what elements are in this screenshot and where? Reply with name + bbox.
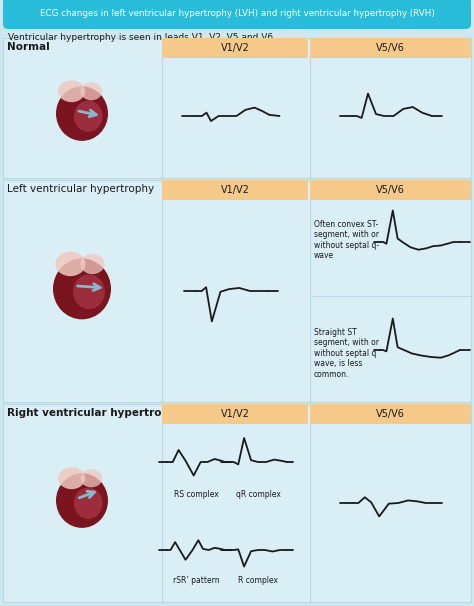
Ellipse shape bbox=[73, 275, 105, 309]
Text: RS complex: RS complex bbox=[173, 490, 219, 499]
FancyBboxPatch shape bbox=[162, 404, 308, 424]
Text: Ventricular hypertrophy is seen in leads V1, V2, V5 and V6.: Ventricular hypertrophy is seen in leads… bbox=[8, 33, 276, 42]
Ellipse shape bbox=[74, 101, 102, 132]
Ellipse shape bbox=[56, 473, 108, 528]
FancyBboxPatch shape bbox=[310, 404, 471, 424]
Ellipse shape bbox=[74, 488, 102, 519]
FancyBboxPatch shape bbox=[162, 38, 308, 58]
Ellipse shape bbox=[58, 81, 85, 102]
Text: V1/V2: V1/V2 bbox=[220, 409, 249, 419]
FancyBboxPatch shape bbox=[3, 404, 471, 602]
Text: V1/V2: V1/V2 bbox=[220, 43, 249, 53]
Text: Right ventricular hypertrophy: Right ventricular hypertrophy bbox=[7, 408, 183, 418]
Text: V1/V2: V1/V2 bbox=[220, 185, 249, 195]
Text: V5/V6: V5/V6 bbox=[376, 43, 405, 53]
Ellipse shape bbox=[81, 82, 102, 101]
Ellipse shape bbox=[81, 469, 102, 487]
Text: qR complex: qR complex bbox=[236, 490, 281, 499]
Text: Often convex ST-
segment, with or
without septal q-
wave: Often convex ST- segment, with or withou… bbox=[314, 220, 379, 260]
Text: Normal: Normal bbox=[7, 42, 50, 52]
Ellipse shape bbox=[53, 258, 111, 319]
FancyBboxPatch shape bbox=[3, 38, 471, 178]
FancyBboxPatch shape bbox=[3, 180, 471, 402]
Text: Straight ST
segment, with or
without septal q
wave, is less
common.: Straight ST segment, with or without sep… bbox=[314, 328, 379, 379]
Text: R complex: R complex bbox=[238, 576, 278, 585]
Text: Left ventricular hypertrophy: Left ventricular hypertrophy bbox=[7, 184, 154, 194]
FancyBboxPatch shape bbox=[310, 180, 471, 200]
Text: ECG changes in left ventricular hypertrophy (LVH) and right ventricular hypertro: ECG changes in left ventricular hypertro… bbox=[39, 8, 435, 18]
Text: rSR’ pattern: rSR’ pattern bbox=[173, 576, 219, 585]
Ellipse shape bbox=[58, 467, 85, 489]
Ellipse shape bbox=[56, 86, 108, 141]
FancyBboxPatch shape bbox=[310, 38, 471, 58]
FancyBboxPatch shape bbox=[3, 0, 471, 29]
Ellipse shape bbox=[55, 251, 85, 276]
Ellipse shape bbox=[80, 254, 105, 274]
Text: V5/V6: V5/V6 bbox=[376, 185, 405, 195]
FancyBboxPatch shape bbox=[162, 180, 308, 200]
Text: V5/V6: V5/V6 bbox=[376, 409, 405, 419]
